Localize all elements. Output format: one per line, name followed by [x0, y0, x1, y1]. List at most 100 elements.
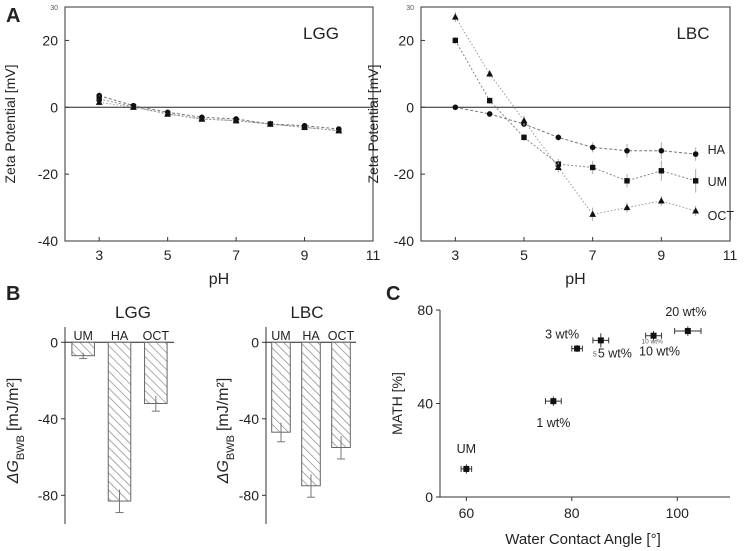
x-axis-label: pH	[209, 271, 229, 288]
y-tick-label-small: 30	[406, 5, 414, 12]
y-tick-label: 40	[417, 396, 433, 412]
x-tick-label: 3	[451, 247, 459, 263]
lbc-dg-chart: LBC 0 -40 -80 UM HA OCT ΔGBWB [mJ/m²]	[215, 303, 356, 524]
x-tick-label: 60	[459, 505, 475, 521]
y-label-main: ΔG	[5, 460, 22, 484]
point-label: 3 wt%	[545, 328, 579, 342]
data-point-ha	[692, 151, 699, 157]
data-point-oct	[130, 103, 137, 110]
point-label: 20 wt%	[665, 305, 706, 319]
category-label: HA	[302, 329, 320, 343]
panel-letter-b: B	[6, 283, 20, 305]
y-tick-label: -80	[38, 487, 58, 503]
data-point-oct	[486, 70, 494, 77]
category-label: UM	[271, 329, 290, 343]
y-tick-label: -40	[38, 411, 58, 427]
series-line-um	[99, 98, 339, 132]
y-tick-label: -20	[38, 166, 58, 182]
y-axis-label: ΔGBWB [mJ/m²]	[215, 378, 237, 485]
data-point-um	[624, 178, 630, 184]
chart-title: LBC	[290, 303, 323, 322]
data-point-um	[692, 178, 699, 184]
series-label-um: UM	[708, 175, 727, 189]
category-label: UM	[73, 329, 92, 343]
category-label: OCT	[328, 329, 355, 343]
y-tick-label: 0	[425, 489, 433, 505]
series-label-oct: OCT	[708, 209, 735, 223]
bar-ha	[301, 341, 321, 487]
data-point-oct	[232, 117, 240, 124]
data-point-oct	[301, 123, 308, 130]
x-tick-label: 7	[589, 247, 597, 263]
x-tick-label: 5	[520, 247, 528, 263]
data-point	[684, 328, 691, 335]
data-point-um	[486, 97, 493, 104]
x-tick-label: 9	[657, 247, 665, 263]
y-tick-label: 0	[50, 334, 58, 350]
y-label-sub: BWB	[225, 435, 237, 460]
data-point-ha	[452, 104, 459, 111]
y-axis-label: MATH [%]	[389, 372, 405, 435]
data-point-ha	[555, 134, 562, 141]
y-tick-label: 0	[406, 99, 414, 115]
bar-ha	[107, 341, 132, 502]
x-tick-label: 3	[95, 247, 103, 263]
overlap-label-small: 10 wt%	[642, 339, 664, 346]
series-line-oct	[454, 16, 696, 215]
y-label-unit: [mJ/m²]	[215, 378, 232, 431]
y-tick-label: -80	[239, 487, 259, 503]
y-label-unit: [mJ/m²]	[5, 378, 22, 431]
data-point-um	[589, 164, 596, 171]
lbc-zeta-chart: 3 5 7 9 11 -40 -20 0 20 30 pH Zeta Potential [mV] LB…	[365, 5, 737, 288]
x-tick-label: 100	[666, 505, 690, 521]
y-axis-label: ΔGBWB [mJ/m²]	[5, 378, 27, 485]
series-line-ha	[99, 95, 339, 130]
x-tick-label: 11	[366, 247, 381, 263]
y-axis-label: Zeta Potential [mV]	[365, 64, 381, 183]
category-label: HA	[111, 329, 129, 343]
y-tick-label: -40	[394, 233, 414, 249]
y-tick-label: -20	[394, 166, 414, 182]
y-label-sub: BWB	[15, 435, 27, 460]
y-tick-label-small: 30	[50, 5, 58, 12]
chart-title: LBC	[676, 24, 709, 43]
category-label: OCT	[143, 329, 170, 343]
data-point-oct	[335, 127, 343, 134]
data-point-oct	[198, 115, 206, 122]
data-point	[597, 337, 604, 344]
data-point-oct	[164, 110, 172, 117]
bar-um	[271, 341, 291, 433]
lgg-dg-chart: LGG 0 -40 -80 UM HA OCT ΔGBWB [mJ/m²]	[5, 303, 174, 524]
data-point-oct	[95, 98, 103, 105]
data-point-um	[452, 37, 459, 44]
data-point-ha	[658, 147, 665, 154]
data-point-ha	[486, 111, 493, 117]
plot-frame	[64, 6, 374, 242]
point-label: 1 wt%	[536, 416, 570, 430]
data-point-ha	[624, 147, 630, 154]
panel-letter-c: C	[386, 283, 400, 305]
data-point-oct	[520, 117, 528, 124]
bar-oct	[144, 341, 168, 405]
series-line-ha	[455, 106, 696, 155]
data-point	[574, 345, 581, 352]
y-tick-label: 20	[398, 32, 414, 48]
y-tick-label: 20	[42, 32, 58, 48]
y-tick-label: 0	[50, 99, 58, 115]
y-tick-label: 0	[251, 334, 259, 350]
y-tick-label: -40	[38, 233, 58, 249]
data-point	[463, 465, 470, 472]
data-point-oct	[266, 120, 274, 127]
data-point-oct	[657, 197, 665, 204]
plot-frame	[420, 6, 731, 242]
data-point	[550, 398, 557, 405]
x-tick-label: 5	[164, 247, 172, 263]
data-point-oct	[692, 207, 700, 214]
x-axis-label: pH	[565, 271, 585, 288]
x-tick-label: 80	[564, 505, 580, 521]
y-tick-label: -40	[239, 411, 259, 427]
data-point-oct	[589, 210, 597, 217]
y-tick-label: 80	[417, 302, 433, 318]
series-line-um	[454, 40, 696, 182]
